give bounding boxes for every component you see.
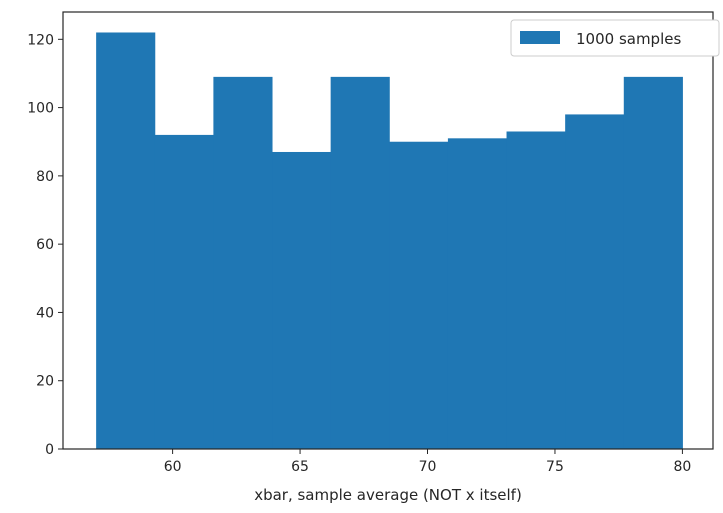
- x-tick-label: 80: [673, 459, 691, 475]
- y-tick-label: 100: [27, 101, 54, 117]
- histogram-bar: [272, 151, 332, 449]
- histogram-bars: [96, 32, 683, 449]
- y-tick-label: 20: [36, 374, 54, 390]
- y-tick-label: 40: [36, 305, 54, 321]
- y-tick-label: 60: [36, 237, 54, 253]
- y-tick-label: 80: [36, 169, 54, 185]
- histogram-bar: [213, 76, 273, 449]
- plot-frame: [62, 11, 714, 450]
- histogram-bar: [96, 32, 156, 449]
- histogram-bar: [623, 76, 683, 449]
- histogram-bar: [506, 131, 566, 449]
- histogram-bar: [389, 141, 449, 449]
- legend-box: [510, 19, 720, 57]
- y-axis-ticks: 0 20 40 60 80 100 120: [27, 32, 63, 458]
- x-tick-label: 75: [546, 459, 564, 475]
- histogram-bar: [447, 138, 508, 449]
- histogram-bar: [154, 134, 214, 449]
- y-tick-label: 120: [27, 32, 54, 48]
- legend: 1000 samples: [510, 19, 720, 57]
- x-axis-ticks: 60 65 70 75 80: [164, 449, 691, 475]
- x-tick-label: 65: [291, 459, 309, 475]
- legend-label: 1000 samples: [576, 30, 681, 48]
- histogram-bar: [565, 114, 625, 449]
- y-tick-label: 0: [45, 442, 54, 458]
- legend-swatch: [520, 31, 560, 44]
- x-tick-label: 60: [164, 459, 182, 475]
- x-axis-title: xbar, sample average (NOT x itself): [254, 486, 522, 504]
- x-tick-label: 70: [419, 459, 437, 475]
- histogram-bar: [330, 76, 390, 449]
